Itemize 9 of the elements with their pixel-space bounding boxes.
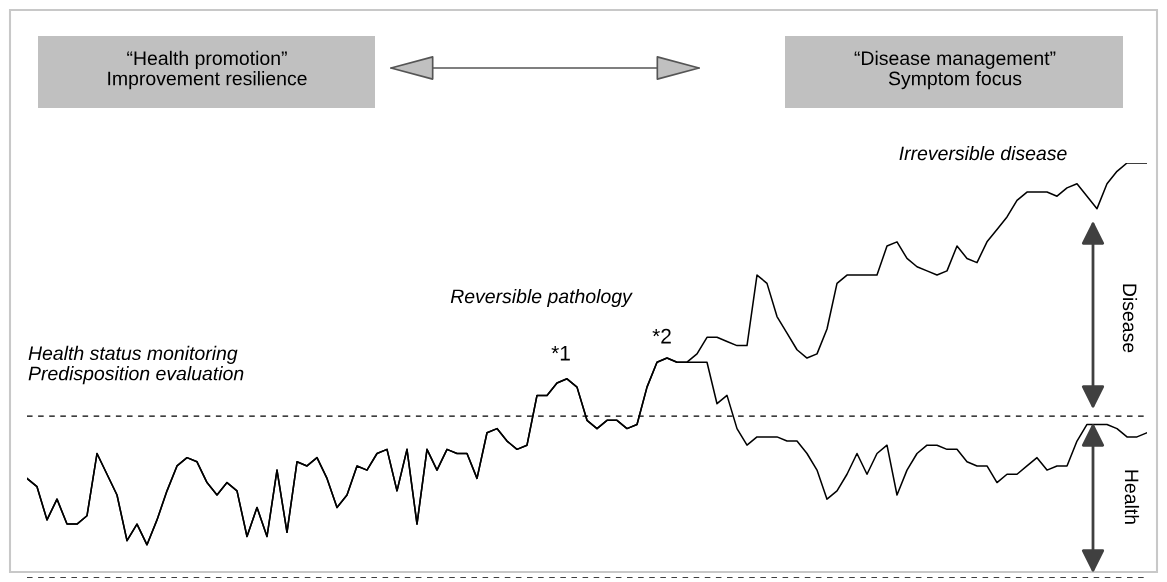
annotation: *2 xyxy=(652,328,671,344)
annotation: Reversible pathology xyxy=(450,288,633,308)
annotation: Health status monitoring Predisposition evaluation xyxy=(28,345,244,385)
text: “Health promotion” Improvement resilience xyxy=(108,50,307,90)
text: “Disease management” Symptom focus xyxy=(854,50,1056,90)
annotation: *1 xyxy=(551,346,570,361)
annotation: Disease xyxy=(1122,284,1138,353)
annotation: Health xyxy=(1124,470,1140,524)
text: Irreversible disease xyxy=(899,145,1067,161)
